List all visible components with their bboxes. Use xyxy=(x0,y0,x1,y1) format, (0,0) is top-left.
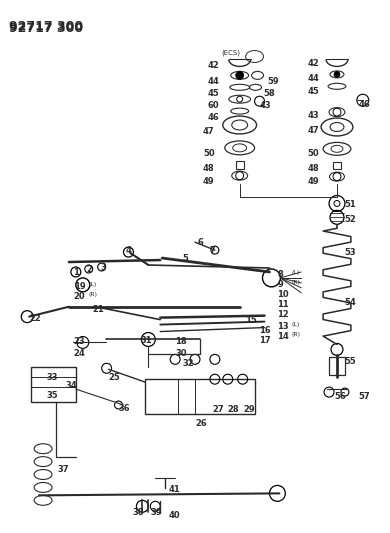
Text: 41: 41 xyxy=(168,486,180,495)
Text: 9: 9 xyxy=(277,280,283,289)
Text: (L): (L) xyxy=(291,321,300,327)
Text: 13: 13 xyxy=(277,321,289,330)
Text: 47: 47 xyxy=(307,126,319,135)
Bar xyxy=(329,357,345,375)
Circle shape xyxy=(334,71,340,77)
Text: 27: 27 xyxy=(212,405,223,414)
Text: 32: 32 xyxy=(182,359,194,368)
Text: 29: 29 xyxy=(244,405,255,414)
Text: 19: 19 xyxy=(74,282,85,291)
Text: (ECS): (ECS) xyxy=(222,50,241,56)
Text: 16: 16 xyxy=(259,326,270,335)
Text: 22: 22 xyxy=(29,313,41,322)
Text: 4: 4 xyxy=(126,246,131,255)
Text: 36: 36 xyxy=(119,404,130,413)
Text: 6: 6 xyxy=(198,238,204,247)
Bar xyxy=(236,161,244,169)
Text: 24: 24 xyxy=(73,350,85,358)
Text: 21: 21 xyxy=(93,305,105,314)
Text: 56: 56 xyxy=(334,392,346,401)
Text: 49: 49 xyxy=(307,176,319,185)
Text: 44: 44 xyxy=(307,75,319,83)
Text: 5: 5 xyxy=(182,254,188,263)
Text: 44: 44 xyxy=(208,77,220,86)
Text: 37: 37 xyxy=(58,465,69,474)
Text: 92717 300: 92717 300 xyxy=(9,20,83,33)
Text: 15: 15 xyxy=(245,316,256,325)
Text: 42: 42 xyxy=(208,61,220,70)
Text: 45: 45 xyxy=(307,87,319,96)
Text: 46: 46 xyxy=(359,100,370,109)
Text: 34: 34 xyxy=(66,381,78,390)
Text: 7: 7 xyxy=(210,246,216,255)
Text: 52: 52 xyxy=(344,215,356,224)
Text: 8: 8 xyxy=(277,270,283,279)
Text: 60: 60 xyxy=(208,101,220,110)
Text: 10: 10 xyxy=(277,290,289,299)
Text: 12: 12 xyxy=(277,310,289,319)
Text: 2: 2 xyxy=(87,265,93,274)
Text: 30: 30 xyxy=(175,350,187,358)
Text: 42: 42 xyxy=(307,60,319,68)
Text: (L): (L) xyxy=(291,270,300,275)
Text: 43: 43 xyxy=(307,111,319,120)
Text: 40: 40 xyxy=(168,511,180,520)
Text: 58: 58 xyxy=(264,89,275,98)
Text: 23: 23 xyxy=(73,337,85,346)
Text: 57: 57 xyxy=(359,392,370,401)
Text: 48: 48 xyxy=(307,164,319,173)
Text: 49: 49 xyxy=(203,176,215,185)
Text: 43: 43 xyxy=(259,101,271,110)
Bar xyxy=(145,379,255,414)
Text: 3: 3 xyxy=(101,263,106,272)
Text: (R): (R) xyxy=(89,292,98,297)
Bar xyxy=(333,161,341,169)
Text: 55: 55 xyxy=(344,357,356,366)
Text: 50: 50 xyxy=(307,149,319,158)
Text: 26: 26 xyxy=(195,419,207,428)
Text: 46: 46 xyxy=(208,113,220,122)
Text: 53: 53 xyxy=(344,248,356,257)
Text: 1: 1 xyxy=(73,268,79,277)
Text: 54: 54 xyxy=(344,298,356,307)
Text: 59: 59 xyxy=(268,77,279,86)
Text: 92717 300: 92717 300 xyxy=(9,22,83,35)
Bar xyxy=(31,367,76,402)
Text: 48: 48 xyxy=(203,164,215,173)
Text: 20: 20 xyxy=(74,292,85,301)
Text: 25: 25 xyxy=(109,373,121,382)
Text: 31: 31 xyxy=(140,336,152,345)
Text: 39: 39 xyxy=(150,508,162,517)
Text: 18: 18 xyxy=(175,337,187,346)
Text: 45: 45 xyxy=(208,89,220,98)
Text: (R): (R) xyxy=(291,280,300,285)
Text: (L): (L) xyxy=(89,282,97,287)
Text: 47: 47 xyxy=(203,127,215,136)
Text: 17: 17 xyxy=(259,335,270,344)
Circle shape xyxy=(236,71,244,79)
Text: 51: 51 xyxy=(344,200,356,209)
Text: 28: 28 xyxy=(228,405,239,414)
Text: 14: 14 xyxy=(277,332,289,341)
Text: 35: 35 xyxy=(46,391,58,400)
Text: (R): (R) xyxy=(291,332,300,336)
Text: 50: 50 xyxy=(203,149,215,158)
Text: 33: 33 xyxy=(46,373,58,382)
Text: 11: 11 xyxy=(277,300,289,309)
Text: 38: 38 xyxy=(133,508,144,517)
